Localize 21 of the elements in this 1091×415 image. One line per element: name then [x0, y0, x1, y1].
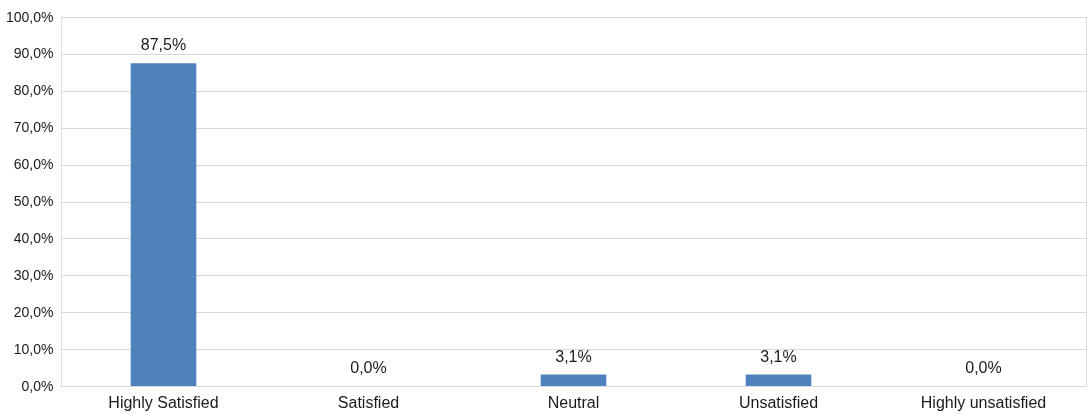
y-tick-label: 60,0% [13, 156, 54, 173]
x-tick-label: Unsatisfied [738, 393, 819, 411]
x-tick-label: Neutral [547, 393, 600, 411]
y-tick-label: 50,0% [13, 193, 54, 209]
y-tick-label: 100,0% [6, 8, 54, 25]
y-tick-label: 0,0% [21, 377, 54, 394]
data-label: 0,0% [350, 359, 387, 376]
y-tick-label: 10,0% [13, 340, 54, 357]
data-label: 3,1% [760, 347, 797, 365]
data-label: 0,0% [965, 359, 1002, 376]
x-tick-label: Highly Satisfied [108, 393, 219, 411]
x-tick-label: Highly unsatisfied [920, 393, 1047, 411]
data-label: 87,5% [140, 36, 187, 54]
x-tick-label: Satisfied [337, 393, 400, 411]
data-label: 3,1% [555, 347, 592, 365]
y-tick-label: 20,0% [13, 303, 54, 320]
y-tick-label: 70,0% [13, 119, 54, 136]
y-tick-label: 30,0% [13, 266, 54, 283]
y-tick-label: 90,0% [13, 45, 54, 62]
y-tick-label: 80,0% [13, 82, 54, 99]
y-tick-label: 40,0% [13, 229, 54, 246]
